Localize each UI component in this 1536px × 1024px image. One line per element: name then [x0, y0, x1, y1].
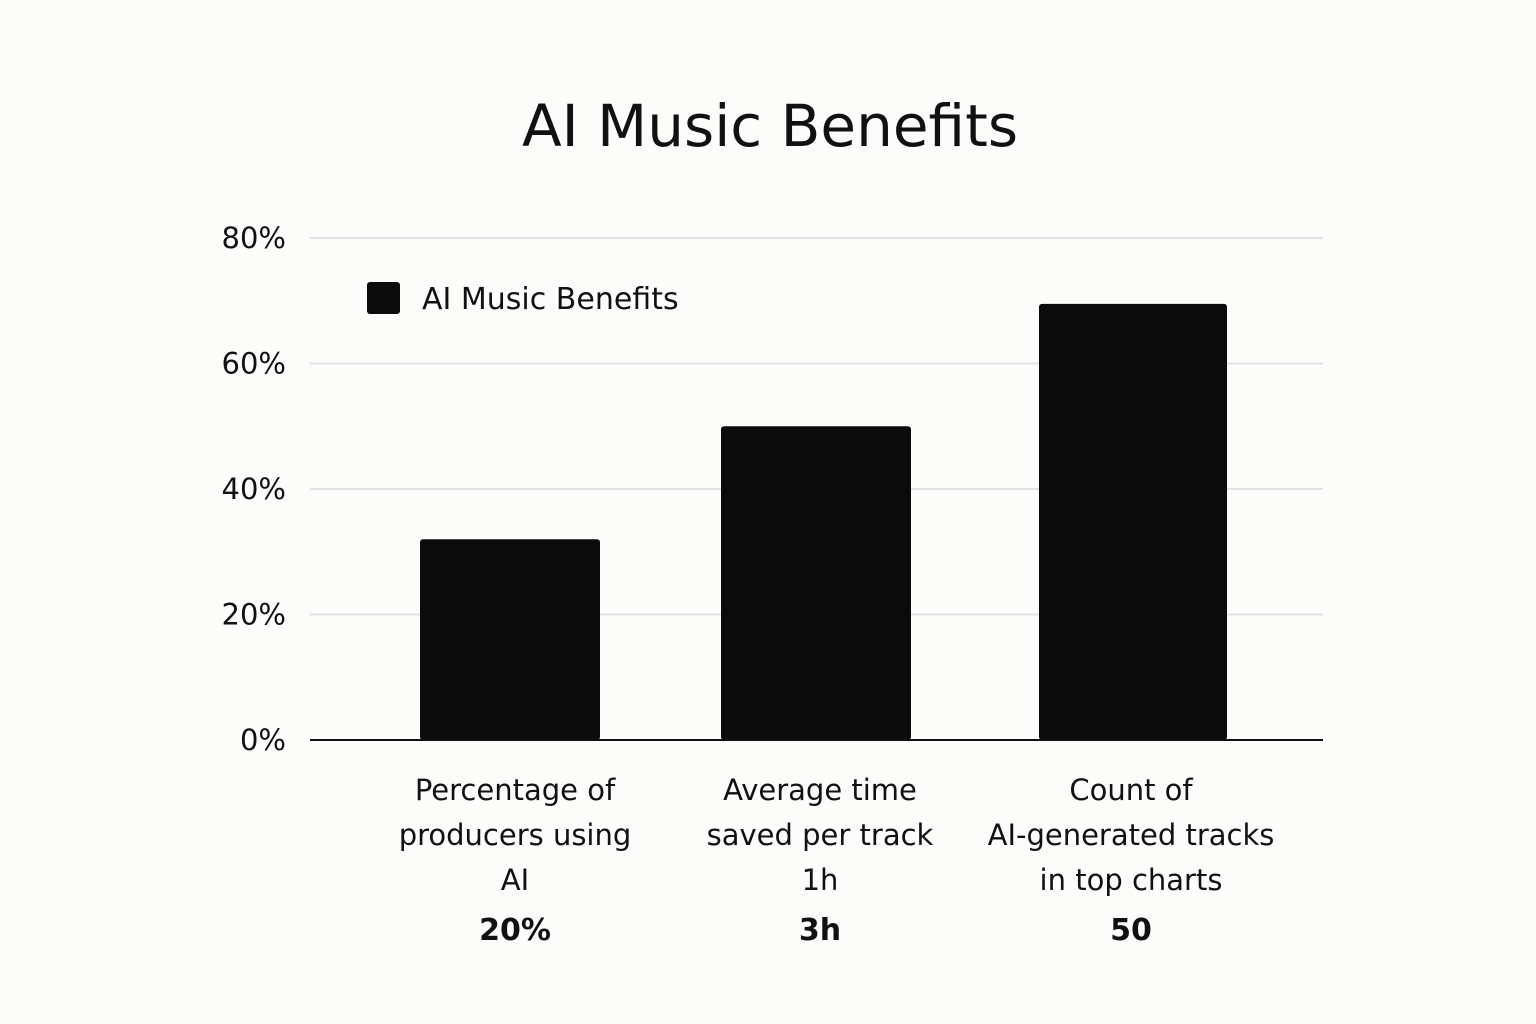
y-tick-label: 0%: [240, 723, 286, 757]
y-tick-label: 80%: [222, 221, 286, 255]
legend: AI Music Benefits: [367, 282, 679, 317]
category-label: saved per track: [707, 818, 934, 852]
legend-label: AI Music Benefits: [422, 282, 679, 317]
category-label: 1h: [802, 863, 839, 897]
bar: [1039, 303, 1227, 740]
category-label: AI-generated tracks: [988, 818, 1275, 852]
bars: [420, 303, 1227, 740]
category-label: Average time: [723, 773, 917, 807]
y-tick-label: 40%: [222, 472, 286, 506]
legend-swatch: [367, 282, 400, 314]
category-labels: Percentage of producers using AI 20% Average…: [399, 773, 1275, 948]
category-value-label: 3h: [799, 913, 841, 948]
y-tick-label: 20%: [222, 598, 286, 632]
category-label: Count of: [1069, 773, 1193, 807]
bar: [420, 539, 600, 740]
chart-title: AI Music Benefits: [522, 92, 1018, 160]
category-value-label: 20%: [479, 913, 551, 948]
y-tick-label: 60%: [222, 347, 286, 381]
bar: [721, 426, 911, 740]
category-label: Percentage of: [415, 773, 616, 807]
y-axis-tick-labels: 0% 20% 40% 60% 80%: [222, 221, 286, 757]
category-label: in top charts: [1040, 863, 1223, 897]
category-label: producers using: [399, 818, 632, 852]
category-label: AI: [501, 863, 529, 897]
category-value-label: 50: [1110, 913, 1152, 948]
